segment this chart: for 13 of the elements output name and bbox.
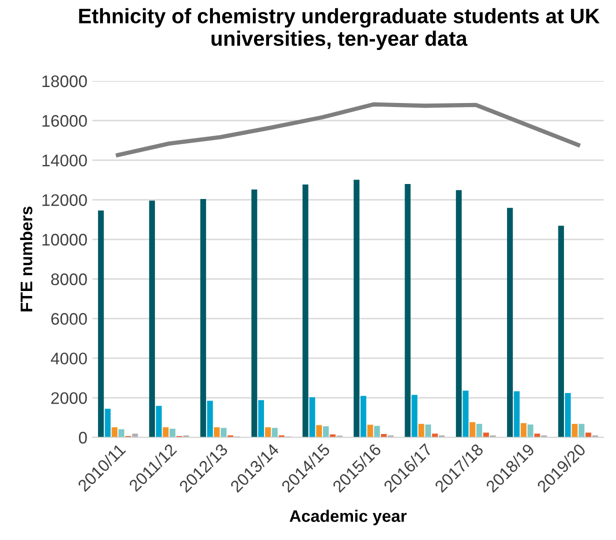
y-tick-label: 12000 bbox=[42, 194, 87, 206]
y-tick-label: 6000 bbox=[51, 313, 87, 325]
y-tick-label: 4000 bbox=[50, 352, 87, 364]
y-tick-label: 10000 bbox=[42, 234, 87, 246]
y-tick-label: 18000 bbox=[42, 75, 87, 88]
y-tick-label: 2000 bbox=[51, 392, 87, 404]
chart-title: Ethnicity of chemistry undergraduate students at UK universities, ten-year data bbox=[79, 8, 600, 50]
y-tick-label: 0 bbox=[78, 432, 87, 444]
y-tick-label: 8000 bbox=[51, 273, 87, 286]
x-axis-title: Academic year bbox=[290, 510, 407, 526]
y-tick-label: 16000 bbox=[42, 115, 87, 127]
y-tick-label: 14000 bbox=[42, 154, 87, 166]
y-axis-title: FTE numbers bbox=[20, 206, 32, 312]
